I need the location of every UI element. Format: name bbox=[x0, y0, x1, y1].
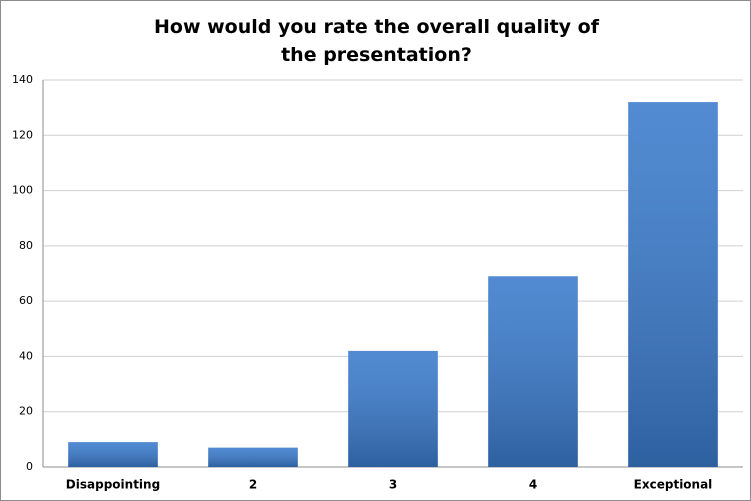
y-tick-label: 40 bbox=[19, 349, 33, 362]
y-tick-label: 60 bbox=[19, 294, 33, 307]
bar bbox=[488, 276, 578, 467]
x-tick-label: Disappointing bbox=[66, 478, 160, 492]
y-tick-label: 80 bbox=[19, 239, 33, 252]
bar bbox=[208, 447, 298, 467]
x-tick-label: 2 bbox=[249, 478, 257, 492]
y-tick-label: 140 bbox=[12, 73, 33, 86]
chart-title: How would you rate the overall quality o… bbox=[154, 16, 599, 66]
y-tick-label: 0 bbox=[26, 460, 33, 473]
y-tick-label: 120 bbox=[12, 128, 33, 141]
bar bbox=[348, 350, 438, 467]
title-box: How would you rate the overall quality o… bbox=[1, 13, 750, 69]
x-tick-label: 3 bbox=[389, 478, 397, 492]
y-tick-label: 100 bbox=[12, 184, 33, 197]
x-tick-label: 4 bbox=[529, 478, 537, 492]
bar bbox=[628, 102, 718, 467]
x-tick-label: Exceptional bbox=[634, 478, 713, 492]
bar bbox=[68, 442, 158, 467]
y-tick-label: 20 bbox=[19, 405, 33, 418]
